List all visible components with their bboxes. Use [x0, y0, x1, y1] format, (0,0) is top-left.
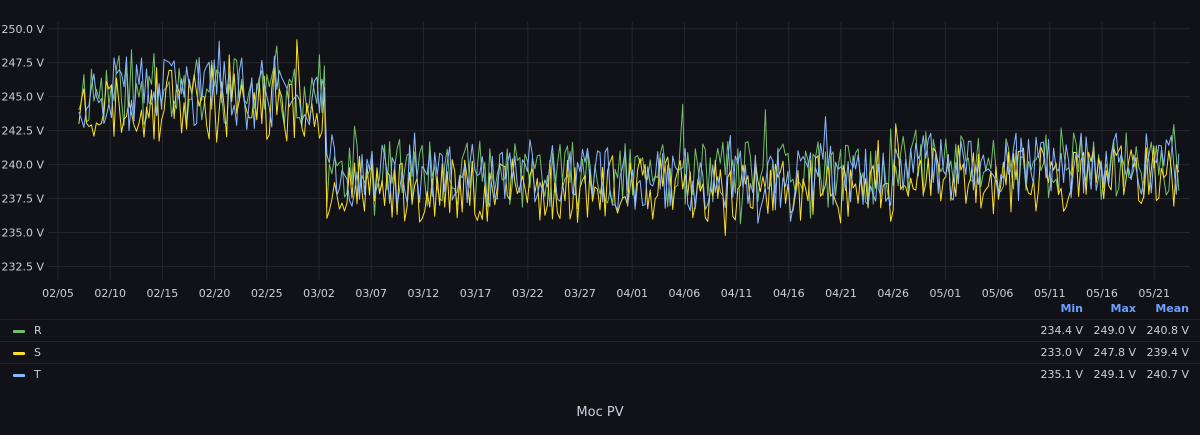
x-tick-label: 04/26 [877, 287, 909, 300]
x-tick-label: 05/06 [982, 287, 1014, 300]
legend-series-name[interactable]: T [34, 368, 41, 381]
legend-row-r[interactable]: R 234.4 V 249.0 V 240.8 V [0, 319, 1200, 342]
x-tick-label: 03/02 [303, 287, 335, 300]
legend-max: 247.8 V [1093, 346, 1136, 359]
legend-swatch-t [13, 374, 25, 377]
series-line-r[interactable] [78, 45, 1180, 225]
y-tick-label: 250.0 V [1, 23, 44, 36]
x-tick-label: 04/06 [669, 287, 701, 300]
x-tick-label: 03/07 [355, 287, 387, 300]
next-panel-title: Moc PV [576, 405, 624, 420]
legend-min: 235.1 V [1040, 368, 1083, 381]
legend-swatch-r [13, 330, 25, 333]
legend-max: 249.0 V [1093, 324, 1136, 337]
legend-mean: 240.8 V [1146, 324, 1189, 337]
x-tick-label: 05/11 [1034, 287, 1066, 300]
x-tick-label: 04/21 [825, 287, 857, 300]
x-tick-label: 02/10 [94, 287, 126, 300]
x-tick-label: 02/15 [147, 287, 179, 300]
y-axis: 232.5 V 235.0 V 237.5 V 240.0 V 242.5 V 245.0… [1, 23, 44, 274]
x-tick-label: 04/01 [616, 287, 648, 300]
legend-row-t[interactable]: T 235.1 V 249.1 V 240.7 V [0, 363, 1200, 386]
y-tick-label: 247.5 V [1, 57, 44, 70]
legend-mean: 240.7 V [1146, 368, 1189, 381]
legend-min: 233.0 V [1040, 346, 1083, 359]
legend-series-name[interactable]: S [34, 346, 41, 359]
y-tick-label: 237.5 V [1, 193, 44, 206]
legend-series-name[interactable]: R [34, 324, 42, 337]
legend-header-mean[interactable]: Mean [1155, 302, 1189, 315]
voltage-chart[interactable]: 232.5 V 235.0 V 237.5 V 240.0 V 242.5 V 245.0… [0, 0, 1200, 300]
legend-max: 249.1 V [1093, 368, 1136, 381]
y-tick-label: 240.0 V [1, 159, 44, 172]
y-tick-label: 235.0 V [1, 226, 44, 239]
x-tick-label: 05/01 [930, 287, 962, 300]
x-tick-label: 03/27 [564, 287, 596, 300]
x-tick-label: 03/17 [460, 287, 492, 300]
x-axis: 02/05 02/10 02/15 02/20 02/25 03/02 03/07 03/12… [42, 287, 1170, 300]
series-line-t[interactable] [78, 40, 1180, 224]
x-tick-label: 05/16 [1086, 287, 1118, 300]
series-lines[interactable] [78, 39, 1180, 236]
legend-header-min[interactable]: Min [1060, 302, 1083, 315]
y-tick-label: 245.0 V [1, 91, 44, 104]
x-tick-label: 02/20 [199, 287, 231, 300]
x-tick-label: 05/21 [1138, 287, 1170, 300]
legend-min: 234.4 V [1040, 324, 1083, 337]
legend-mean: 239.4 V [1146, 346, 1189, 359]
x-tick-label: 03/12 [408, 287, 440, 300]
legend-header-max[interactable]: Max [1110, 302, 1136, 315]
x-tick-label: 03/22 [512, 287, 544, 300]
x-tick-label: 02/25 [251, 287, 283, 300]
y-tick-label: 242.5 V [1, 125, 44, 138]
series-line-s[interactable] [78, 39, 1180, 236]
y-tick-label: 232.5 V [1, 260, 44, 273]
x-tick-label: 02/05 [42, 287, 74, 300]
legend-row-s[interactable]: S 233.0 V 247.8 V 239.4 V [0, 341, 1200, 364]
x-tick-label: 04/11 [721, 287, 753, 300]
legend-swatch-s [13, 352, 25, 355]
x-tick-label: 04/16 [773, 287, 805, 300]
